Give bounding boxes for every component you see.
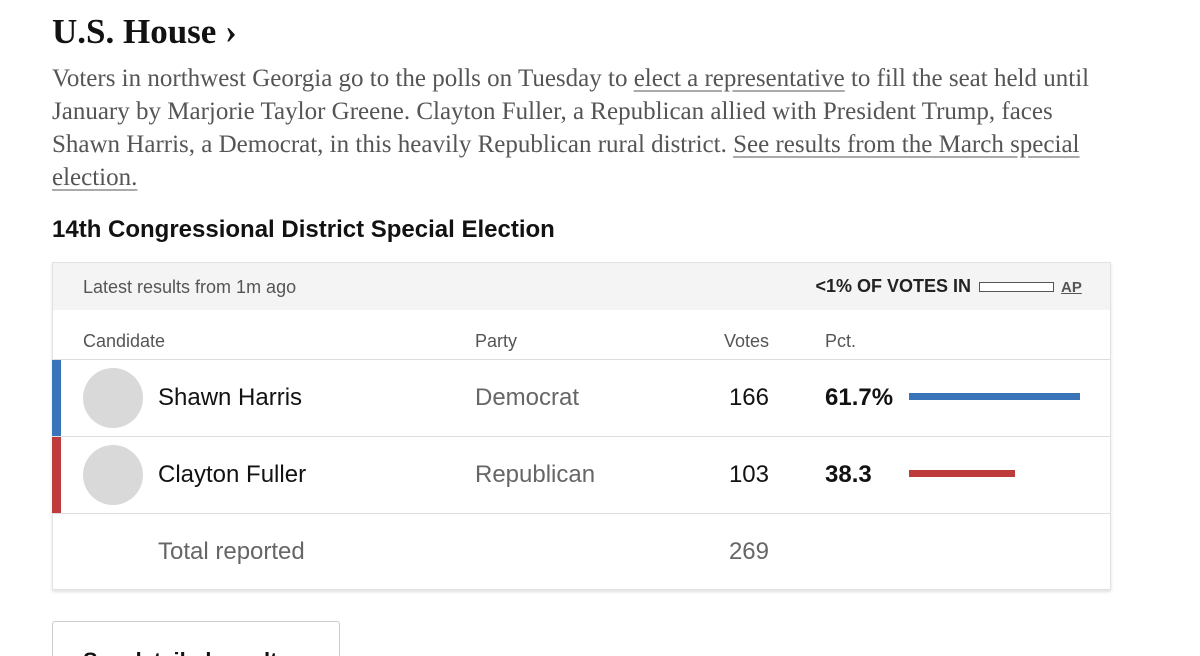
candidate-row: Shawn Harris Democrat 166 61.7% bbox=[52, 359, 1110, 436]
button-label[interactable]: See detailed results bbox=[83, 648, 290, 656]
votes: 166 bbox=[728, 384, 769, 411]
party: Democrat bbox=[475, 384, 580, 411]
status-bar: Latest results from 1m ago <1% OF VOTES … bbox=[53, 263, 1110, 310]
intro-text: Voters in northwest Georgia go to the po… bbox=[52, 65, 634, 92]
votes-in: <1% OF VOTES IN bbox=[815, 276, 971, 296]
progress-bar bbox=[979, 282, 1054, 292]
source-link[interactable]: AP bbox=[1061, 279, 1082, 296]
intro-link[interactable]: See results from the March special elect… bbox=[52, 131, 1080, 191]
intro-link[interactable]: elect a representative bbox=[633, 65, 845, 92]
candidate-name: Clayton Fuller bbox=[158, 461, 307, 488]
pct-bar bbox=[909, 470, 1016, 477]
column-header: Party bbox=[475, 331, 518, 351]
section-title[interactable]: U.S. House › bbox=[52, 12, 237, 51]
total-label: Total reported bbox=[158, 538, 305, 565]
intro: Voters in northwest Georgia go to the po… bbox=[52, 62, 1122, 194]
candidate-name: Shawn Harris bbox=[158, 384, 303, 411]
results-table: Latest results from 1m ago <1% OF VOTES … bbox=[52, 262, 1111, 590]
candidate-photo bbox=[83, 445, 143, 505]
party: Republican bbox=[475, 461, 596, 488]
pct: 38.3 bbox=[825, 461, 872, 488]
status: Latest results from 1m ago bbox=[83, 277, 297, 297]
intro-text: to fill the seat held until January by M… bbox=[52, 65, 1090, 158]
votes: 103 bbox=[728, 461, 769, 488]
column-header: Pct. bbox=[825, 331, 857, 351]
column-header: Votes bbox=[723, 331, 769, 351]
column-header: Candidate bbox=[83, 331, 166, 351]
race-title: 14th Congressional District Special Elec… bbox=[52, 216, 555, 243]
party-stripe bbox=[52, 437, 61, 513]
total-row: Total reported 269 bbox=[53, 513, 1110, 590]
total-votes: 269 bbox=[728, 538, 769, 565]
button[interactable]: See detailed results bbox=[52, 621, 340, 656]
candidate-photo bbox=[83, 368, 143, 428]
candidate-row: Clayton Fuller Republican 103 38.3 bbox=[52, 436, 1110, 513]
pct-bar bbox=[909, 393, 1080, 400]
party-stripe bbox=[52, 360, 61, 436]
pct: 61.7% bbox=[825, 384, 894, 411]
